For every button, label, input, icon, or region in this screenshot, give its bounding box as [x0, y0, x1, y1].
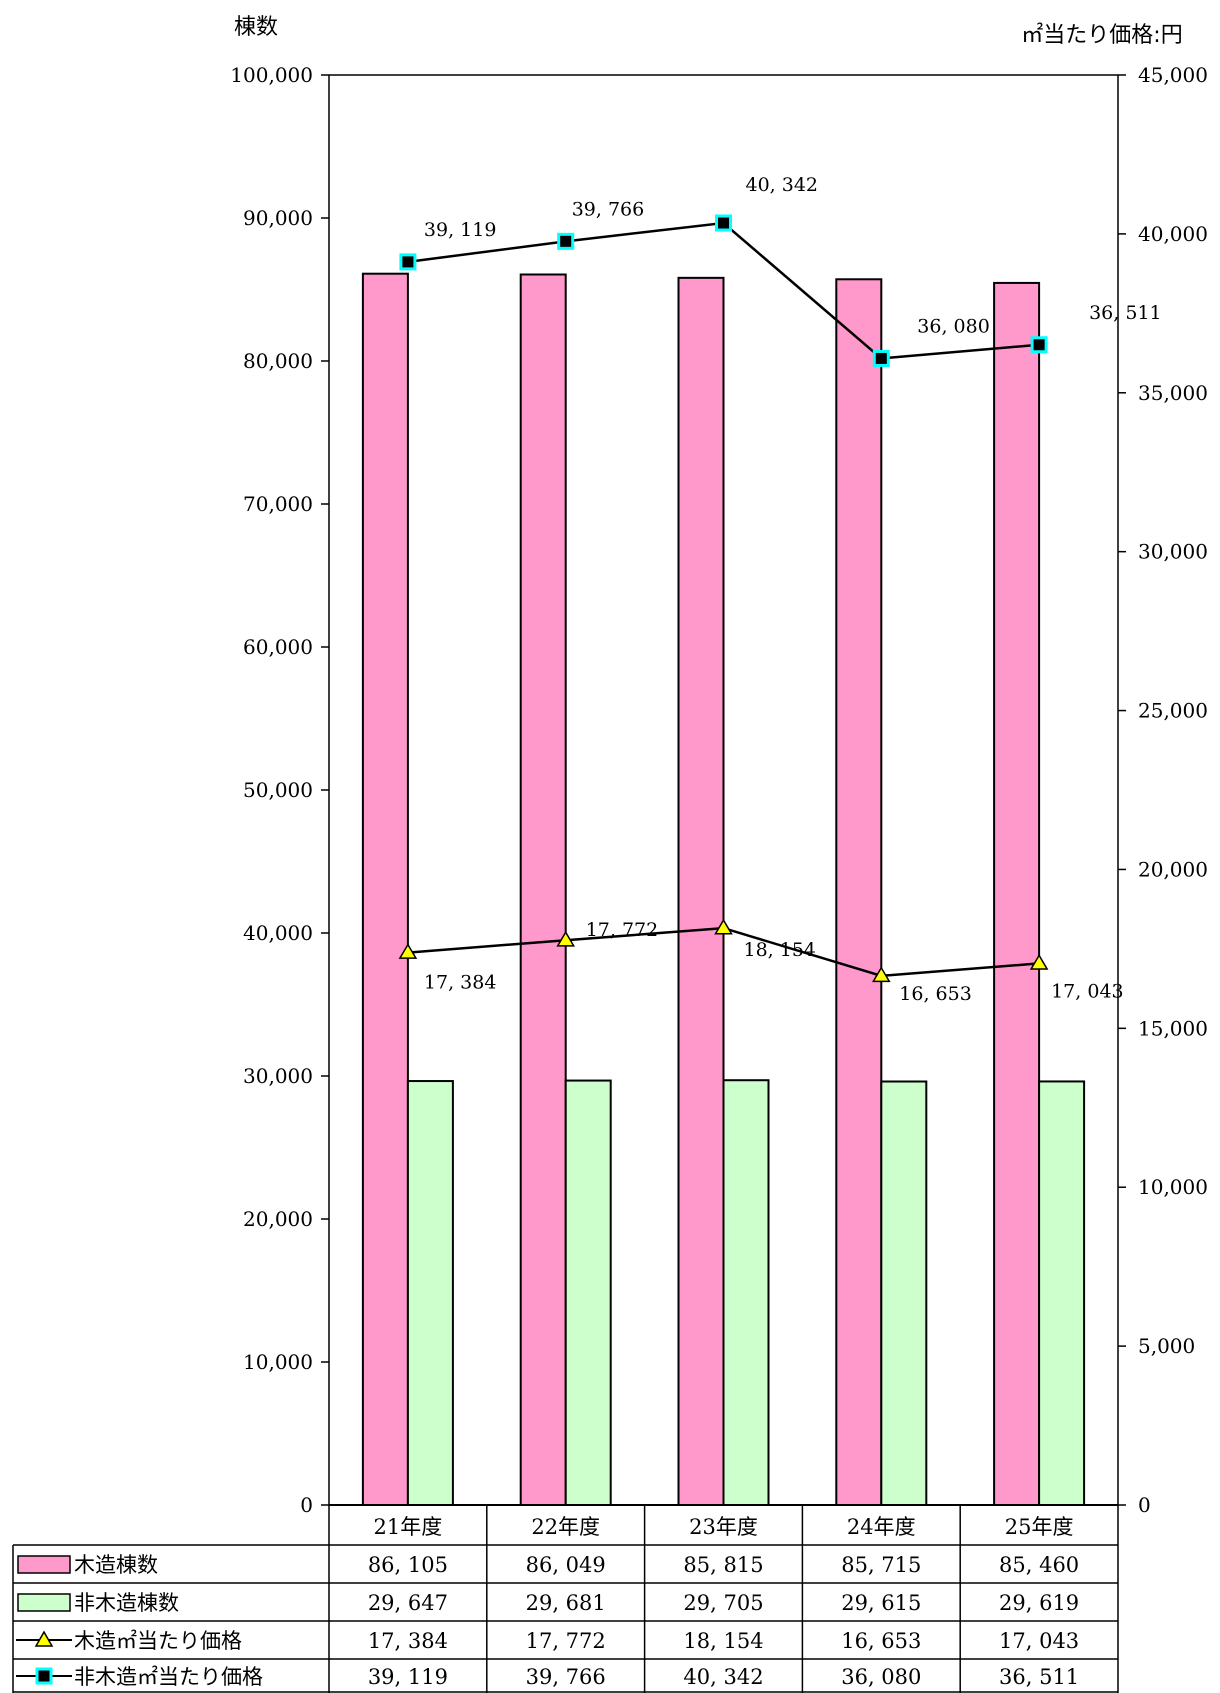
data-label-nonwood-price-4: 36, 511	[1089, 302, 1162, 324]
bar-nonwood-3	[880, 1080, 928, 1506]
marker-nonwood-price-2	[715, 214, 732, 232]
bar-wood-2	[677, 276, 725, 1507]
legend-label: 木造㎡当たり価格	[74, 1629, 242, 1653]
data-label-wood-price-2: 18, 154	[744, 939, 817, 961]
table-cell: 36, 511	[999, 1665, 1079, 1689]
right-tick-label: 35,000	[1138, 381, 1208, 405]
marker-wood-price-3	[871, 966, 891, 983]
left-tick-label: 70,000	[243, 492, 313, 516]
right-tick-label: 5,000	[1138, 1334, 1195, 1358]
bar-nonwood-1	[564, 1079, 612, 1506]
table-cell: 29, 619	[999, 1591, 1079, 1615]
x-tick-label: 24年度	[847, 1515, 916, 1539]
marker-nonwood-price-1	[557, 232, 575, 250]
bar-nonwood-2	[722, 1079, 770, 1506]
left-tick-label: 90,000	[243, 206, 313, 230]
legend-label: 木造棟数	[74, 1553, 158, 1577]
left-tick-label: 20,000	[243, 1207, 313, 1231]
table-cell: 39, 119	[368, 1665, 448, 1689]
bar-wood-3	[835, 278, 883, 1506]
x-tick-label: 25年度	[1005, 1515, 1074, 1539]
table-cell: 86, 049	[526, 1553, 606, 1577]
table-cell: 16, 653	[841, 1629, 921, 1653]
x-tick-label: 23年度	[689, 1515, 758, 1539]
table-cell: 29, 705	[683, 1591, 763, 1615]
table-cell: 39, 766	[526, 1665, 606, 1689]
bar-nonwood-0	[406, 1080, 454, 1506]
table-cell: 36, 080	[841, 1665, 921, 1689]
table-cell: 17, 384	[368, 1629, 448, 1653]
x-tick-label: 21年度	[374, 1515, 443, 1539]
table-cell: 40, 342	[683, 1665, 763, 1689]
right-tick-label: 30,000	[1138, 540, 1208, 564]
left-tick-label: 10,000	[243, 1350, 313, 1374]
left-tick-label: 0	[300, 1493, 313, 1517]
marker-nonwood-price-3	[872, 349, 890, 367]
marker-wood-price-0	[398, 943, 418, 959]
data-label-nonwood-price-0: 39, 119	[424, 219, 497, 241]
bar-nonwood-4	[1038, 1080, 1086, 1506]
marker-wood-price-4	[1029, 953, 1049, 970]
bar-wood-4	[993, 281, 1041, 1506]
legend-swatch-wood	[17, 1555, 71, 1574]
right-tick-label: 0	[1138, 1493, 1151, 1517]
right-tick-label: 20,000	[1138, 857, 1208, 881]
legend-marker-wood-price	[34, 1630, 54, 1647]
table-cell: 29, 681	[526, 1591, 606, 1615]
table-cell: 17, 772	[526, 1629, 606, 1653]
right-axis-title: ㎡当たり価格:円	[1021, 22, 1182, 48]
legend-label: 非木造棟数	[74, 1591, 179, 1615]
right-tick-label: 10,000	[1138, 1175, 1208, 1199]
table-cell: 18, 154	[683, 1629, 763, 1653]
bar-wood-0	[361, 272, 409, 1506]
data-label-wood-price-0: 17, 384	[424, 972, 497, 994]
table-cell: 85, 460	[999, 1553, 1079, 1577]
marker-nonwood-price-0	[399, 253, 417, 271]
legend-label: 非木造㎡当たり価格	[74, 1665, 263, 1689]
table-cell: 85, 815	[683, 1553, 763, 1577]
left-tick-label: 60,000	[243, 635, 313, 659]
legend-marker-nonwood-price	[35, 1667, 53, 1685]
right-tick-label: 15,000	[1138, 1016, 1208, 1040]
left-tick-label: 30,000	[243, 1064, 313, 1088]
marker-wood-price-2	[714, 918, 733, 935]
marker-wood-price-1	[556, 930, 576, 947]
right-tick-label: 45,000	[1138, 63, 1208, 87]
right-tick-label: 40,000	[1138, 222, 1208, 246]
data-label-wood-price-1: 17, 772	[586, 919, 659, 941]
table-cell: 29, 615	[841, 1591, 921, 1615]
right-tick-label: 25,000	[1138, 699, 1208, 723]
left-axis-title: 棟数	[234, 15, 278, 40]
x-tick-label: 22年度	[531, 1515, 600, 1539]
table-cell: 85, 715	[841, 1553, 921, 1577]
data-label-wood-price-3: 16, 653	[899, 983, 972, 1005]
table-cell: 29, 647	[368, 1591, 448, 1615]
left-tick-label: 100,000	[230, 63, 313, 87]
marker-nonwood-price-4	[1030, 336, 1048, 354]
left-tick-label: 40,000	[243, 921, 313, 945]
data-label-nonwood-price-2: 40, 342	[746, 174, 819, 196]
legend-swatch-nonwood	[17, 1593, 71, 1612]
table-cell: 17, 043	[999, 1629, 1079, 1653]
data-label-nonwood-price-3: 36, 080	[917, 315, 990, 337]
bar-wood-1	[519, 273, 567, 1507]
left-tick-label: 80,000	[243, 349, 313, 373]
data-label-nonwood-price-1: 39, 766	[572, 198, 645, 220]
data-label-wood-price-4: 17, 043	[1051, 980, 1124, 1002]
table-cell: 86, 105	[368, 1553, 448, 1577]
left-tick-label: 50,000	[243, 778, 313, 802]
